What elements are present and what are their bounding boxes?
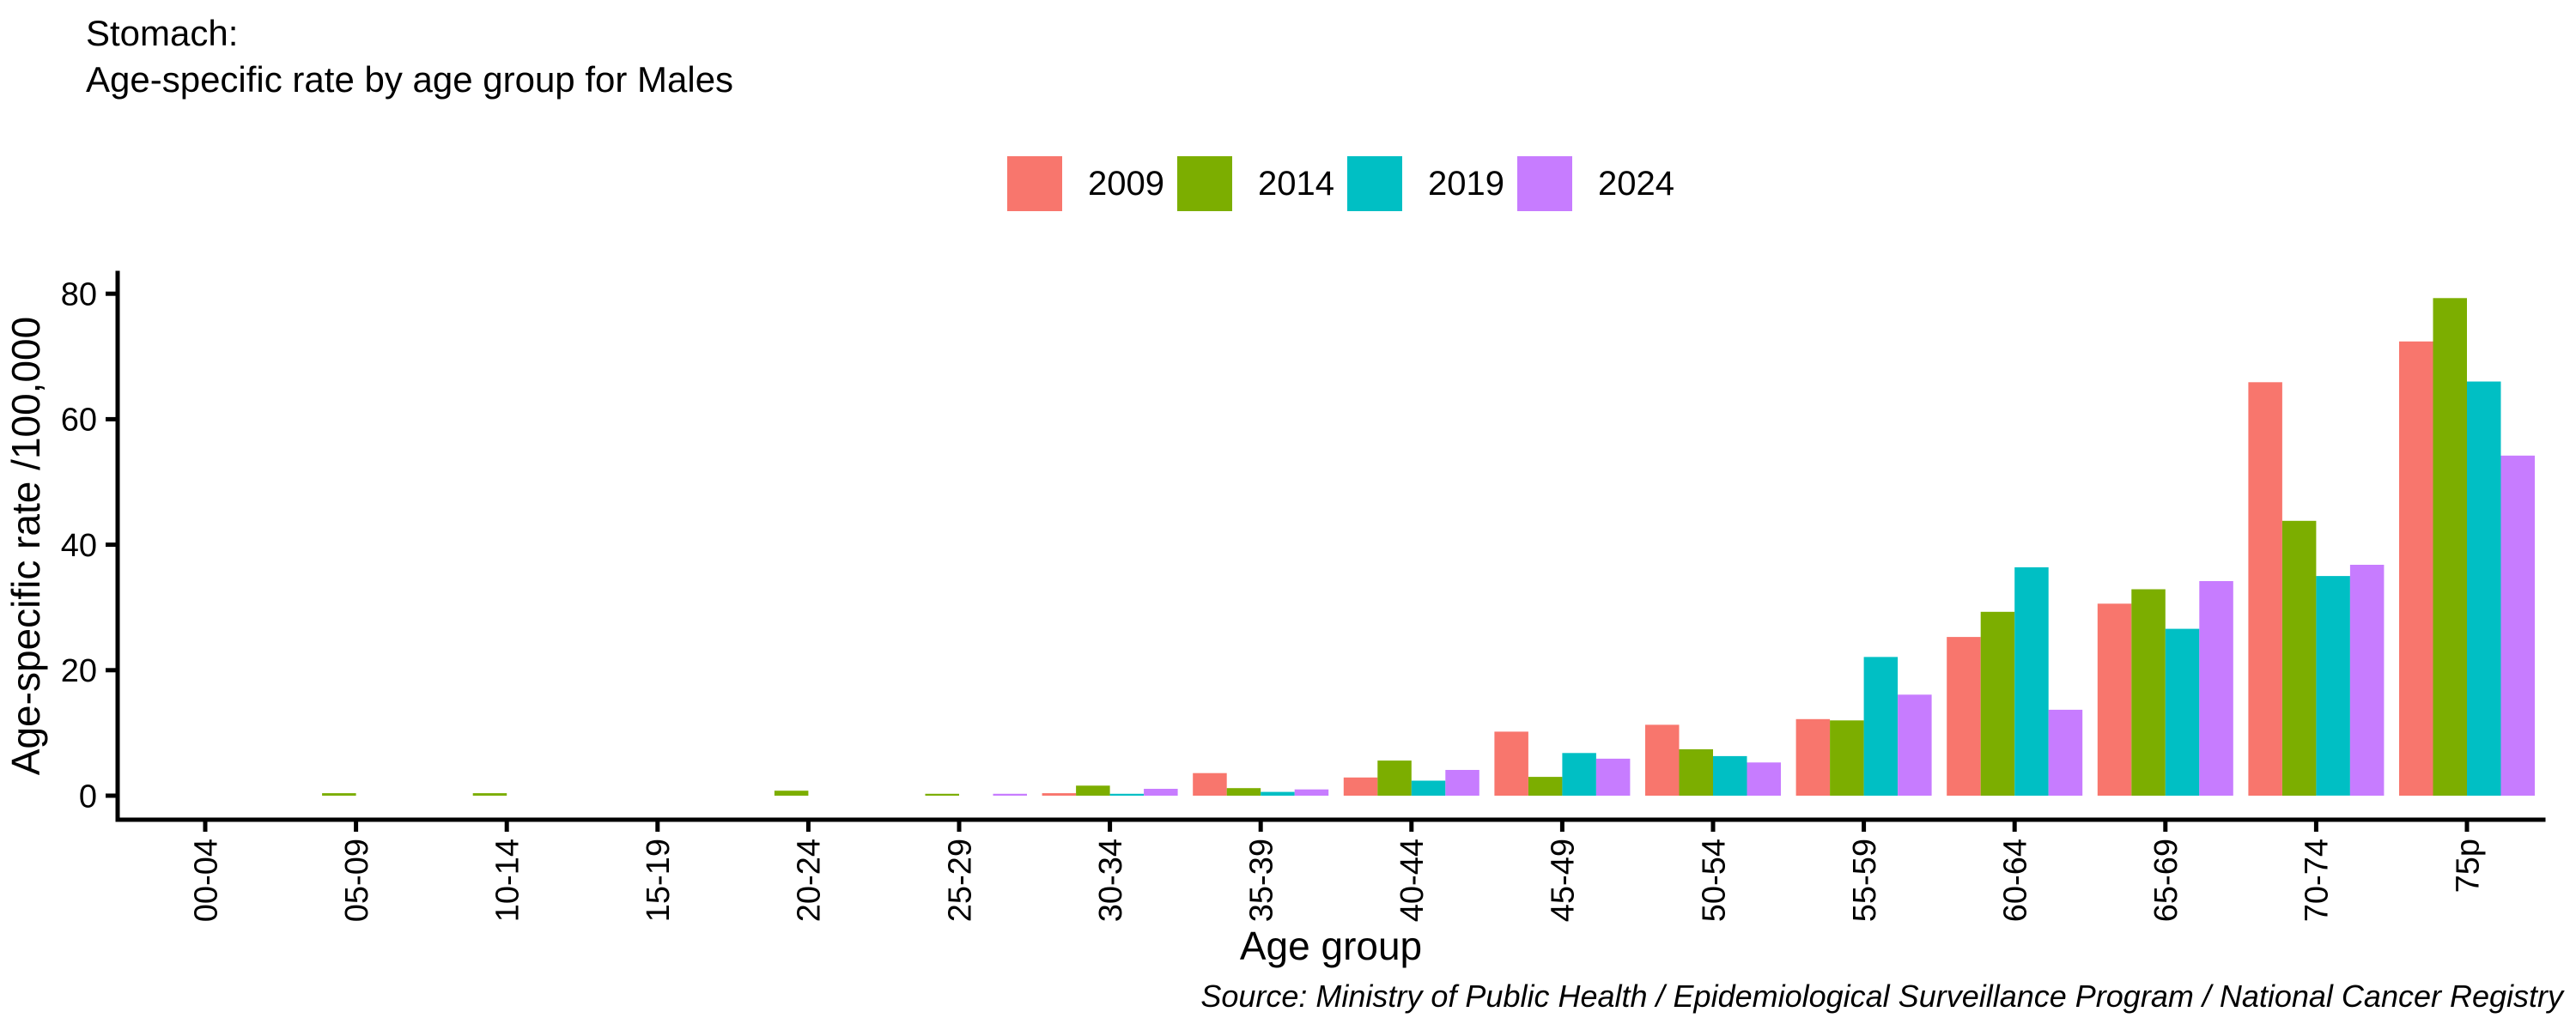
bar-2009-40-44 xyxy=(1343,777,1378,796)
bar-2009-45-49 xyxy=(1494,731,1528,796)
bar-2024-35-39 xyxy=(1294,789,1329,796)
x-tick-label-40-44: 40-44 xyxy=(1394,839,1431,922)
bar-2009-55-59 xyxy=(1795,718,1831,796)
x-tick-label-30-34: 30-34 xyxy=(1093,839,1129,922)
bar-2019-60-64 xyxy=(2014,566,2049,796)
bar-2014-40-44 xyxy=(1377,760,1412,796)
bar-2019-50-54 xyxy=(1713,755,1747,796)
legend-label-2009: 2009 xyxy=(1088,164,1164,203)
legend-swatch-2009 xyxy=(1007,156,1062,211)
bar-2014-55-59 xyxy=(1830,720,1864,796)
x-tick-label-75p: 75p xyxy=(2450,839,2486,893)
x-tick-label-65-69: 65-69 xyxy=(2148,839,2184,922)
legend-swatch-2014 xyxy=(1176,156,1232,211)
bar-2019-30-34 xyxy=(1109,793,1145,796)
x-tick-label-05-09: 05-09 xyxy=(339,839,375,922)
bar-2019-75p xyxy=(2467,381,2501,796)
x-tick-label-25-29: 25-29 xyxy=(942,839,978,922)
bars-layer xyxy=(322,298,2535,796)
chart-title: Stomach: Age-specific rate by age group … xyxy=(86,10,733,103)
bar-2024-40-44 xyxy=(1445,770,1479,796)
chart-title-line2: Age-specific rate by age group for Males xyxy=(86,58,734,100)
bar-2014-20-24 xyxy=(774,791,809,796)
bar-2009-50-54 xyxy=(1645,724,1680,796)
bar-2019-55-59 xyxy=(1863,657,1899,796)
x-tick-label-15-19: 15-19 xyxy=(641,839,677,922)
bar-2014-45-49 xyxy=(1528,777,1563,796)
bar-2019-65-69 xyxy=(2165,628,2200,796)
x-tick-label-55-59: 55-59 xyxy=(1847,839,1883,922)
legend-swatch-2024 xyxy=(1516,156,1572,211)
bar-2014-65-69 xyxy=(2131,589,2166,796)
bar-2009-65-69 xyxy=(2097,603,2132,796)
bar-2009-60-64 xyxy=(1947,637,1981,796)
chart-title-line1: Stomach: xyxy=(86,13,239,53)
bar-2009-70-74 xyxy=(2248,382,2282,796)
x-tick-label-50-54: 50-54 xyxy=(1696,839,1732,922)
bar-2019-40-44 xyxy=(1411,780,1446,796)
legend-label-2019: 2019 xyxy=(1427,164,1504,203)
bar-2024-45-49 xyxy=(1595,758,1631,796)
legend-item-2019: 2019 xyxy=(1346,156,1504,211)
legend-item-2009: 2009 xyxy=(1007,156,1164,211)
x-tick-label-70-74: 70-74 xyxy=(2300,839,2336,922)
bar-2024-25-29 xyxy=(993,793,1027,796)
legend-item-2014: 2014 xyxy=(1176,156,1334,211)
bar-2024-55-59 xyxy=(1898,694,1932,796)
bar-2024-50-54 xyxy=(1747,762,1781,796)
x-tick-label-20-24: 20-24 xyxy=(792,839,828,922)
x-tick-label-00-04: 00-04 xyxy=(188,839,224,922)
y-tick-label-40: 40 xyxy=(61,528,97,564)
bar-2019-35-39 xyxy=(1261,791,1295,796)
x-tick-label-10-14: 10-14 xyxy=(490,839,526,922)
bar-2019-70-74 xyxy=(2316,576,2350,796)
bar-2009-35-39 xyxy=(1193,772,1227,796)
bar-2014-25-29 xyxy=(925,793,959,796)
legend-label-2014: 2014 xyxy=(1257,164,1334,203)
bar-2019-45-49 xyxy=(1562,753,1596,796)
bar-2014-05-09 xyxy=(322,793,356,796)
legend-label-2024: 2024 xyxy=(1597,164,1674,203)
bar-2009-30-34 xyxy=(1042,793,1077,796)
bar-2024-70-74 xyxy=(2349,565,2385,796)
axes-layer: 0 20 40 60 80 00-04 05-09 10-14 15-19 20-24 25-29 3… xyxy=(61,270,2546,922)
bar-2014-10-14 xyxy=(472,793,507,796)
bar-2014-30-34 xyxy=(1076,785,1110,796)
bar-2009-75p xyxy=(2399,341,2433,796)
y-axis-title: Age-specific rate /100,000 xyxy=(3,317,48,775)
bar-2014-35-39 xyxy=(1226,788,1261,796)
y-tick-label-0: 0 xyxy=(79,779,97,815)
bar-2024-65-69 xyxy=(2199,581,2233,796)
bar-2024-30-34 xyxy=(1144,789,1178,796)
bar-2014-50-54 xyxy=(1679,748,1713,796)
source-caption: Source: Ministry of Public Health / Epid… xyxy=(1200,978,2563,1014)
bar-2024-60-64 xyxy=(2048,709,2083,796)
bar-2014-60-64 xyxy=(1980,611,2015,796)
bar-2014-70-74 xyxy=(2281,520,2317,796)
y-tick-label-80: 80 xyxy=(61,277,97,313)
y-tick-label-60: 60 xyxy=(61,403,97,439)
legend-item-2024: 2024 xyxy=(1516,156,1674,211)
bar-2024-75p xyxy=(2500,455,2535,796)
x-tick-label-35-39: 35-39 xyxy=(1244,839,1280,922)
y-tick-label-20: 20 xyxy=(61,653,97,689)
x-tick-label-45-49: 45-49 xyxy=(1546,839,1582,922)
x-tick-label-60-64: 60-64 xyxy=(1998,839,2034,922)
bar-2014-75p xyxy=(2433,298,2467,796)
x-axis-title: Age group xyxy=(1240,924,1422,968)
legend: 2009 2014 2019 2024 xyxy=(1007,156,1674,211)
legend-swatch-2019 xyxy=(1346,156,1402,211)
